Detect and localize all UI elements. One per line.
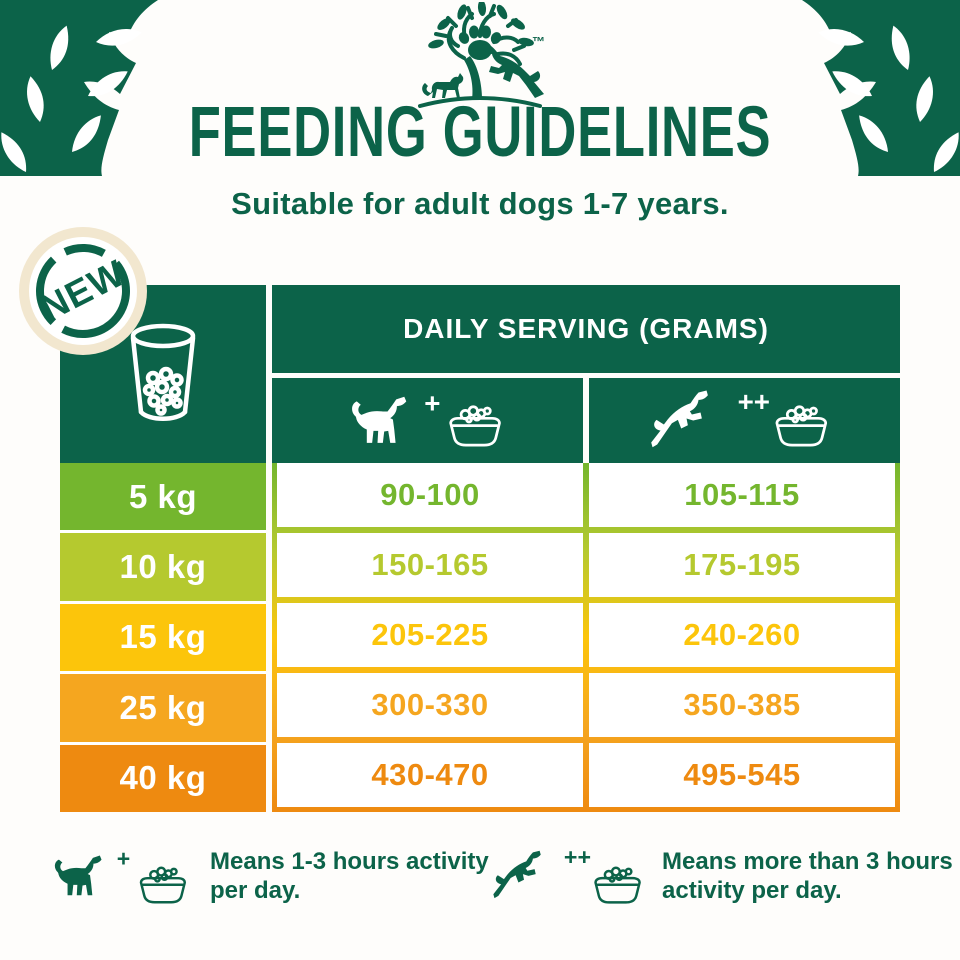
serving-value-cell: 150-165 xyxy=(277,533,583,597)
serving-value-cell: 90-100 xyxy=(277,463,583,527)
dog-jumping-icon xyxy=(650,390,708,447)
food-bowl-icon xyxy=(448,404,501,447)
food-bowl-icon xyxy=(594,866,641,904)
dog-jumping-icon xyxy=(493,850,541,899)
activity-columns-header: + ++ xyxy=(272,378,900,463)
corner-leaves-left-icon xyxy=(0,0,158,176)
serving-value-cell: 350-385 xyxy=(589,673,895,737)
legend-item-moderate: + Means 1-3 hours activity per day. xyxy=(52,832,490,924)
activity-legend: + Means 1-3 hours activity per day. ++ M… xyxy=(52,832,953,924)
page-title: FEEDING GUIDELINES xyxy=(188,93,772,172)
serving-header: DAILY SERVING (GRAMS) xyxy=(272,285,900,373)
trademark-symbol: ™ xyxy=(532,34,545,49)
weight-cell: 25 kg xyxy=(60,674,266,742)
serving-value-cell: 495-545 xyxy=(589,743,895,807)
double-plus-icon: ++ xyxy=(737,385,769,416)
weight-label-column: 5 kg 10 kg 15 kg 25 kg 40 kg xyxy=(60,463,266,812)
double-plus-icon: ++ xyxy=(564,844,591,870)
brand-logo-icon: ™ xyxy=(418,2,545,108)
legend-text: Means 1-3 hours activity per day. xyxy=(210,848,489,904)
serving-value-cell: 205-225 xyxy=(277,603,583,667)
column-moderate-activity: + xyxy=(272,378,583,463)
new-badge: NEW xyxy=(19,227,147,355)
weight-cell: 40 kg xyxy=(60,744,266,812)
corner-leaves-right-icon xyxy=(802,0,960,176)
serving-value-cell: 240-260 xyxy=(589,603,895,667)
serving-value-cell: 175-195 xyxy=(589,533,895,597)
food-bowl-icon xyxy=(775,404,827,447)
food-bowl-icon xyxy=(139,866,186,904)
legend-item-high: ++ Means more than 3 hours activity per … xyxy=(490,832,960,924)
legend-text: Means more than 3 hours activity per day… xyxy=(662,848,953,904)
page-subtitle: Suitable for adult dogs 1-7 years. xyxy=(231,186,729,221)
dog-standing-icon xyxy=(54,855,102,896)
serving-value-cell: 430-470 xyxy=(277,743,583,807)
plus-icon: + xyxy=(117,845,130,871)
column-high-activity: ++ xyxy=(589,378,900,463)
weight-cell: 5 kg xyxy=(60,463,266,531)
serving-grid: 90-100 105-115 150-165 175-195 205-225 2… xyxy=(272,463,900,812)
serving-value-cell: 300-330 xyxy=(277,673,583,737)
weight-cell: 10 kg xyxy=(60,533,266,601)
serving-value-cell: 105-115 xyxy=(589,463,895,527)
plus-icon: + xyxy=(424,387,440,418)
dog-standing-icon xyxy=(351,396,406,443)
weight-cell: 15 kg xyxy=(60,603,266,672)
